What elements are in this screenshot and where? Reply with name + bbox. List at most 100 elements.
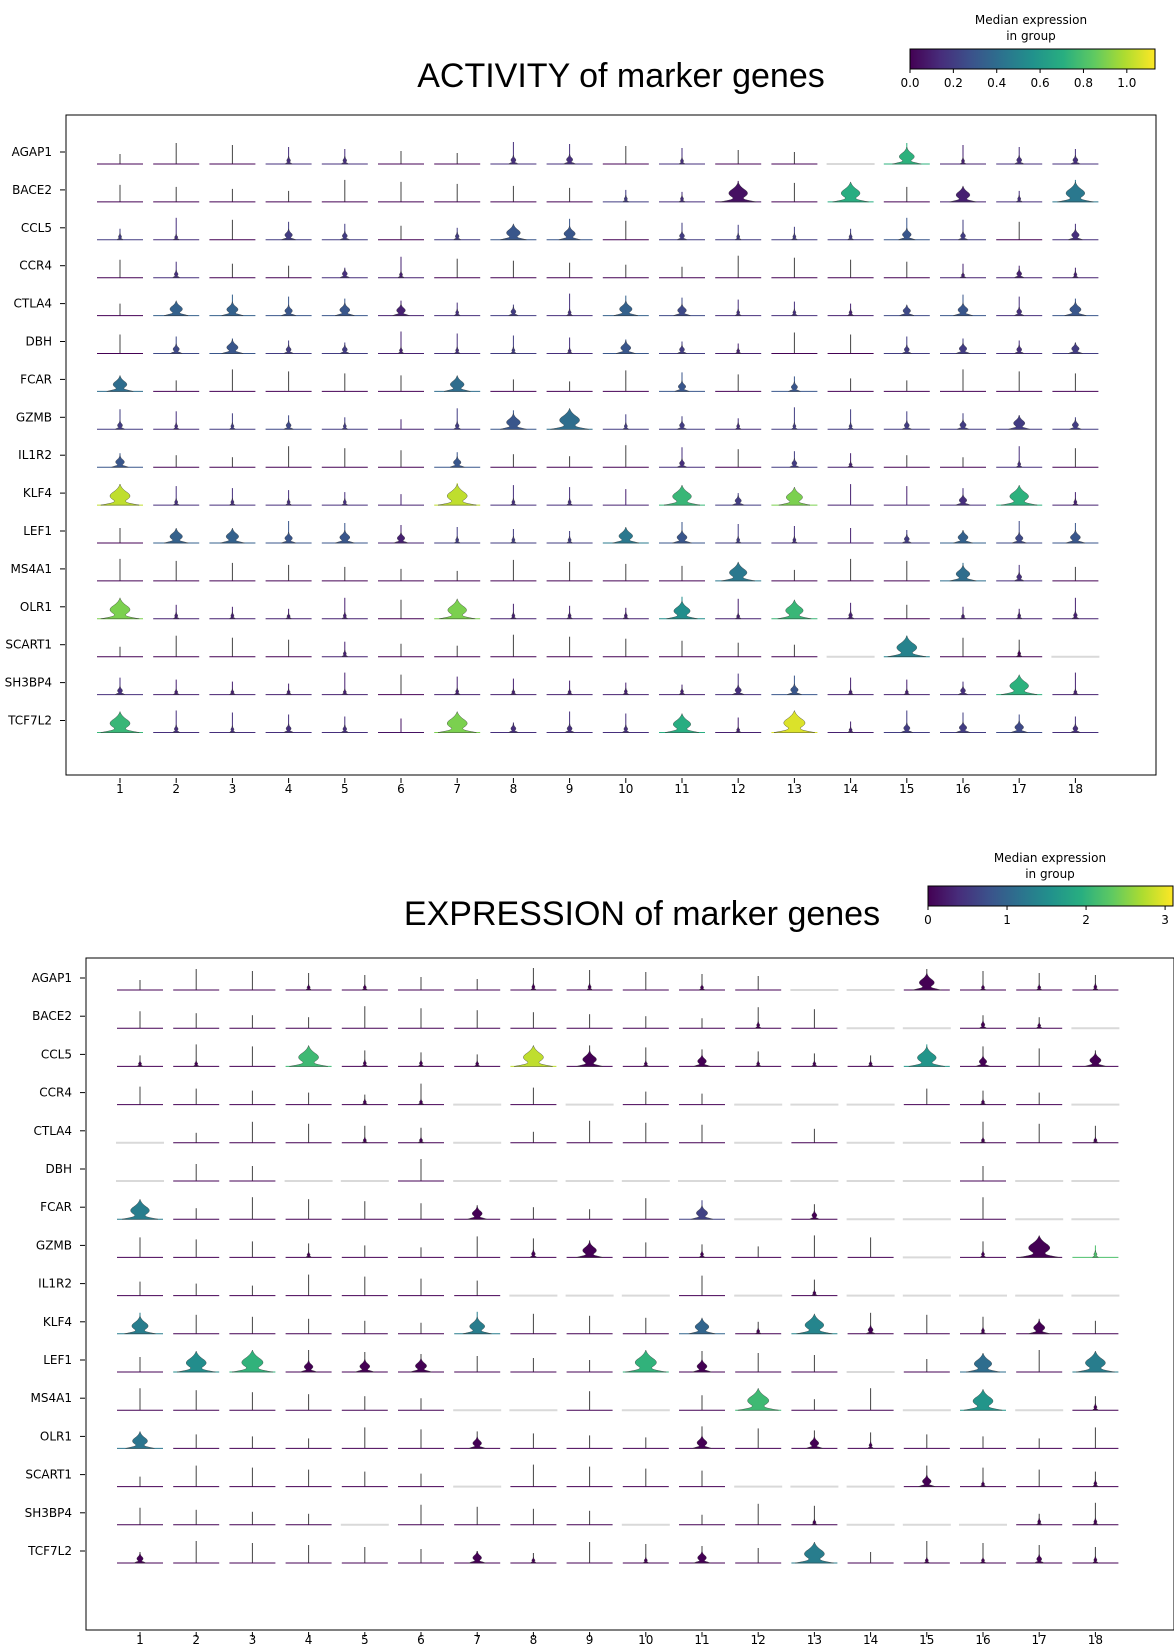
violin bbox=[1001, 484, 1038, 506]
violin bbox=[720, 181, 757, 203]
violin bbox=[566, 307, 574, 316]
violin bbox=[283, 419, 294, 430]
violin bbox=[955, 493, 971, 506]
group-label: 11 bbox=[694, 1633, 709, 1646]
group-label: 14 bbox=[843, 782, 858, 796]
group-label: 8 bbox=[510, 782, 518, 796]
expression-gene-labels: AGAP1 BACE2 CCL5 CCR4 CTLA4 DBH FCAR GZMB IL1R2 K… bbox=[25, 971, 85, 1558]
gene-label: CCR4 bbox=[39, 1086, 72, 1100]
violin bbox=[621, 723, 630, 733]
violin bbox=[979, 1097, 987, 1105]
group-label: 2 bbox=[192, 1633, 200, 1646]
violin bbox=[305, 983, 313, 991]
violin bbox=[1071, 270, 1079, 278]
violin bbox=[100, 483, 140, 506]
group-label: 13 bbox=[787, 782, 802, 796]
violin bbox=[284, 155, 293, 165]
gene-label: OLR1 bbox=[40, 1429, 72, 1443]
violin bbox=[778, 486, 811, 506]
violin bbox=[228, 497, 236, 506]
violin bbox=[169, 342, 183, 354]
activity-gene-labels: AGAP1 BACE2 CCL5 CCR4 CTLA4 DBH FCAR GZMB IL1R2 K… bbox=[5, 145, 65, 728]
violin bbox=[923, 1556, 931, 1564]
violin bbox=[1091, 1402, 1099, 1411]
violin bbox=[509, 687, 517, 695]
violin bbox=[832, 181, 869, 203]
violin bbox=[228, 687, 236, 695]
violin bbox=[341, 611, 349, 619]
violin bbox=[1091, 1517, 1099, 1525]
violin bbox=[281, 531, 296, 544]
violin bbox=[1033, 1553, 1045, 1564]
violin bbox=[361, 1058, 369, 1067]
violin bbox=[220, 527, 245, 544]
violin bbox=[810, 1518, 818, 1525]
violin bbox=[959, 271, 967, 278]
violin bbox=[1091, 1555, 1099, 1564]
gene-label: CCR4 bbox=[19, 259, 52, 273]
gene-label: AGAP1 bbox=[12, 145, 52, 159]
violin bbox=[665, 712, 699, 733]
expression-group-ticks: 1 2 3 4 5 6 7 8 9 10 11 12 13 14 15 16 17 18 bbox=[136, 1632, 1103, 1647]
violin bbox=[285, 497, 293, 506]
violin bbox=[790, 421, 798, 430]
violin bbox=[979, 983, 987, 991]
violin bbox=[959, 612, 967, 619]
violin bbox=[787, 380, 802, 392]
violin bbox=[1084, 1051, 1107, 1067]
gene-label: BACE2 bbox=[12, 183, 52, 197]
violin bbox=[281, 303, 296, 316]
violin bbox=[439, 598, 476, 619]
group-label: 7 bbox=[453, 782, 461, 796]
violin bbox=[790, 232, 798, 240]
violin bbox=[1091, 982, 1099, 991]
gene-label: IL1R2 bbox=[18, 448, 52, 462]
group-label: 15 bbox=[919, 1633, 934, 1646]
violin bbox=[754, 1020, 762, 1029]
violin bbox=[805, 1435, 823, 1449]
violin bbox=[979, 1556, 987, 1564]
violin bbox=[721, 561, 756, 582]
expression-violins bbox=[116, 968, 1120, 1564]
violin bbox=[509, 611, 517, 619]
violin bbox=[1013, 343, 1025, 354]
violin bbox=[955, 341, 971, 354]
violin bbox=[693, 1053, 711, 1067]
violin bbox=[125, 1430, 155, 1449]
violin bbox=[754, 1327, 762, 1334]
violin bbox=[1011, 531, 1027, 544]
violin bbox=[453, 535, 461, 544]
violin bbox=[289, 1044, 328, 1067]
violin bbox=[231, 1349, 273, 1373]
violin bbox=[305, 1250, 313, 1258]
colorbar-tick-label: 1 bbox=[1003, 913, 1011, 927]
violin bbox=[564, 722, 575, 733]
violin bbox=[622, 611, 630, 619]
group-label: 14 bbox=[863, 1633, 878, 1646]
violin bbox=[616, 339, 636, 354]
violin bbox=[963, 1388, 1003, 1411]
gene-label: GZMB bbox=[36, 1238, 72, 1252]
violin bbox=[341, 421, 349, 430]
violin bbox=[979, 1136, 987, 1143]
violin bbox=[1013, 571, 1025, 582]
violin bbox=[133, 1552, 147, 1564]
violin bbox=[847, 460, 855, 468]
violin bbox=[397, 345, 405, 354]
violin bbox=[172, 497, 180, 506]
violin bbox=[114, 684, 126, 695]
violin bbox=[734, 612, 742, 619]
expression-panel: EXPRESSION of marker genes Median expres… bbox=[25, 851, 1174, 1647]
gene-label: LEF1 bbox=[23, 524, 52, 538]
violin bbox=[847, 725, 855, 733]
group-label: 8 bbox=[530, 1633, 538, 1646]
violin bbox=[529, 1248, 538, 1258]
violin bbox=[692, 1358, 712, 1373]
violin bbox=[975, 1054, 991, 1067]
expression-title: EXPRESSION of marker genes bbox=[404, 895, 880, 933]
activity-plot-frame bbox=[65, 114, 1157, 776]
violin bbox=[676, 343, 688, 354]
violin bbox=[693, 1550, 711, 1564]
violin bbox=[566, 687, 574, 695]
violin bbox=[500, 412, 527, 430]
